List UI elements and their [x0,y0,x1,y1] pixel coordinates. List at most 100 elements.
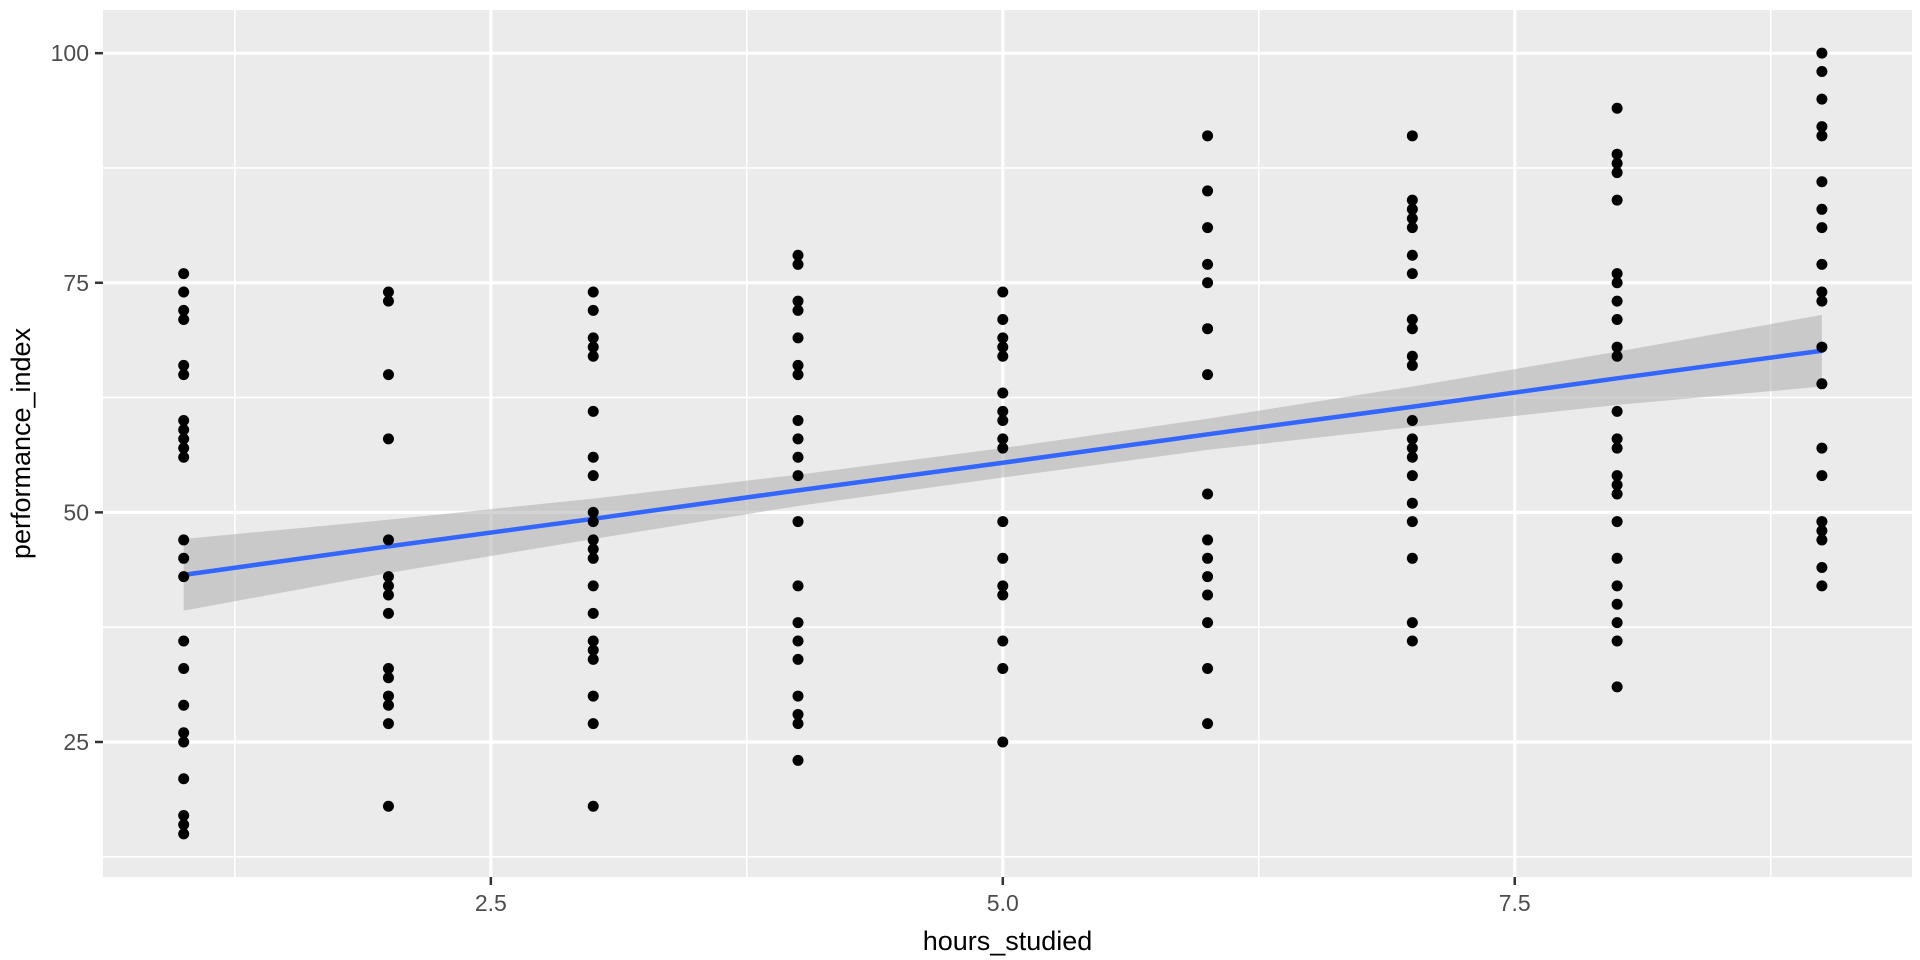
data-point [1406,470,1418,482]
data-point [1406,194,1418,206]
data-point [792,332,804,344]
data-point [1611,433,1623,445]
data-point [792,359,804,371]
data-point [1611,102,1623,114]
data-point [1611,516,1623,528]
data-point [587,800,599,812]
data-point [382,663,394,675]
data-point [178,773,190,785]
data-point [178,359,190,371]
data-point [1202,488,1214,500]
data-point [1611,442,1623,454]
data-point [1816,516,1828,528]
data-point [1406,212,1418,224]
data-point [1816,203,1828,215]
y-tick-label: 25 [63,729,89,755]
data-point [792,617,804,629]
data-point [1202,718,1214,730]
data-point [178,424,190,436]
data-point [997,736,1009,748]
data-point [1202,589,1214,601]
data-point [1816,295,1828,307]
data-point [997,635,1009,647]
data-point [1406,415,1418,427]
data-point [382,571,394,583]
data-point [1816,561,1828,573]
data-point [1202,258,1214,270]
data-point [792,635,804,647]
data-point [1202,130,1214,142]
data-point [178,819,190,831]
data-point [382,580,394,592]
data-point [1816,525,1828,537]
data-point [1611,635,1623,647]
data-point [792,580,804,592]
data-point [382,699,394,711]
data-point [1406,497,1418,509]
data-point [792,451,804,463]
data-point [1816,286,1828,298]
data-point [1202,663,1214,675]
data-point [178,268,190,280]
data-point [997,580,1009,592]
data-point [382,295,394,307]
data-point [1611,580,1623,592]
data-point [382,589,394,601]
data-point [587,580,599,592]
data-point [382,672,394,684]
regression-line [181,348,1825,578]
data-point [178,451,190,463]
data-point [1202,552,1214,564]
data-point [1611,488,1623,500]
data-point [587,534,599,546]
data-point [587,405,599,417]
data-point [1611,617,1623,629]
data-point [1816,341,1828,353]
data-point [1202,369,1214,381]
data-point [178,809,190,821]
data-point [1816,442,1828,454]
data-point [997,350,1009,362]
data-point [1202,185,1214,197]
data-point [1406,617,1418,629]
data-point [1611,314,1623,326]
data-point [178,736,190,748]
data-point [587,543,599,555]
data-point [587,644,599,656]
data-point [1816,222,1828,234]
data-point [382,286,394,298]
data-point [587,286,599,298]
data-point [587,607,599,619]
data-point [382,690,394,702]
data-point [1406,323,1418,335]
data-point [1406,442,1418,454]
data-point [1816,121,1828,133]
data-point [997,552,1009,564]
data-point [1611,598,1623,610]
data-point [997,286,1009,298]
data-point [587,552,599,564]
data-point [1816,47,1828,59]
data-point [1406,552,1418,564]
data-point [1816,534,1828,546]
data-point [792,433,804,445]
data-point [792,415,804,427]
data-point [1202,277,1214,289]
data-point [178,433,190,445]
data-point [997,332,1009,344]
data-point [1611,470,1623,482]
data-point [792,690,804,702]
data-point [1406,359,1418,371]
data-point [1816,470,1828,482]
x-tick-label: 5.0 [987,890,1019,916]
y-tick-label: 100 [51,40,89,66]
data-point [382,534,394,546]
data-point [997,589,1009,601]
data-point [1611,194,1623,206]
data-point [587,350,599,362]
data-point [1611,479,1623,491]
data-point [587,506,599,518]
data-point [792,516,804,528]
